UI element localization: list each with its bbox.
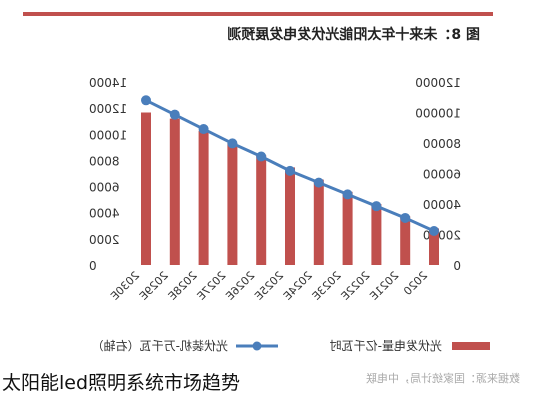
line-point-2020 xyxy=(429,226,439,237)
x-tick-label: 2022E xyxy=(339,269,373,303)
bar-2029E xyxy=(169,118,180,265)
y-left-tick-label: 40000 xyxy=(423,198,461,212)
y-right-tick-label: 6000 xyxy=(89,181,120,195)
y-right-tick-label: 0 xyxy=(89,259,97,273)
line-point-2028E xyxy=(198,124,209,135)
x-tick-label: 2026E xyxy=(223,269,257,303)
y-right-tick-label: 10000 xyxy=(89,128,127,142)
bar-2028E xyxy=(198,130,209,265)
x-tick-label: 2025E xyxy=(252,269,286,303)
legend-line-marker xyxy=(252,341,262,351)
y-left-tick-label: 0 xyxy=(453,259,461,273)
source-note: 数据来源：国家统计局，中电联 xyxy=(366,371,520,385)
x-tick-label: 2024E xyxy=(281,269,315,303)
image-caption: 太阳能led照明系统市场趋势 xyxy=(2,372,241,394)
line-point-2023E xyxy=(342,189,353,200)
line-point-2030E xyxy=(141,95,151,106)
x-tick-label: 2023E xyxy=(310,269,344,303)
line-point-2024E xyxy=(313,177,324,188)
legend-bar-label: 光伏发电量-亿千瓦时 xyxy=(330,338,442,353)
y-left-tick-label: 20000 xyxy=(423,229,461,243)
y-right-tick-label: 4000 xyxy=(89,207,120,221)
line-point-2021E xyxy=(400,212,411,223)
y-left-tick-label: 100000 xyxy=(415,107,461,121)
y-right-tick-label: 14000 xyxy=(89,76,127,90)
y-right-tick-label: 12000 xyxy=(89,102,127,116)
y-left-tick-label: 120000 xyxy=(415,76,461,90)
line-point-2022E xyxy=(371,201,382,212)
chart-title: 图 8：未来十年太阳能光伏发电发展预测 xyxy=(227,26,480,43)
bar-2025E xyxy=(285,167,295,265)
y-left-tick-label: 60000 xyxy=(423,168,461,182)
y-right-tick-label: 2000 xyxy=(89,233,120,247)
legend-bar-swatch xyxy=(452,342,490,350)
bar-2022E xyxy=(371,204,382,265)
x-tick-label: 2020 xyxy=(401,269,430,298)
line-point-2026E xyxy=(256,151,267,162)
line-point-2027E xyxy=(227,138,238,149)
x-tick-label: 2029E xyxy=(137,269,171,303)
x-tick-label: 2028E xyxy=(166,269,200,303)
line-point-2029E xyxy=(169,109,180,120)
x-tick-label: 2021E xyxy=(367,269,401,303)
bar-2024E xyxy=(313,179,324,265)
bar-2020 xyxy=(429,228,439,265)
header-rule xyxy=(23,12,493,16)
bar-2021E xyxy=(400,216,411,265)
bar-2030E xyxy=(141,112,151,265)
y-left-tick-label: 80000 xyxy=(423,137,461,151)
x-tick-label: 2030E xyxy=(108,269,142,303)
line-point-2025E xyxy=(285,165,295,176)
legend-line-label: 光伏装机-万千瓦（右轴） xyxy=(92,338,228,353)
bar-2023E xyxy=(342,191,353,265)
bar-2027E xyxy=(227,143,238,265)
bar-2026E xyxy=(256,155,267,265)
y-right-tick-label: 8000 xyxy=(89,154,120,168)
x-tick-label: 2027E xyxy=(195,269,229,303)
